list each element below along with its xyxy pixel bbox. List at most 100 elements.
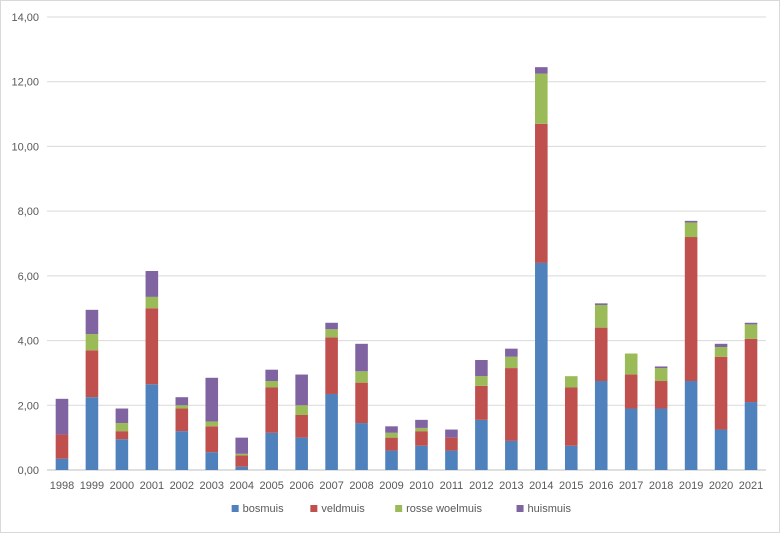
bar-bosmuis-2015 <box>564 445 578 470</box>
x-tick-label: 2005 <box>259 480 283 492</box>
legend-swatch-veldmuis <box>310 505 318 512</box>
bar-rosse-woelmuis-2018 <box>654 368 668 382</box>
bar-veldmuis-2006 <box>295 414 308 438</box>
bar-bosmuis-2006 <box>295 437 308 470</box>
x-tick-label: 2003 <box>200 480 224 492</box>
gridlines <box>47 16 766 471</box>
bar-rosse-woelmuis-2020 <box>714 347 728 357</box>
bar-veldmuis-2010 <box>415 431 428 446</box>
bar-rosse-woelmuis-2010 <box>415 427 428 432</box>
y-tick-label: 6,00 <box>18 271 39 283</box>
bar-huismuis-2021 <box>744 322 758 325</box>
bar-bosmuis-2008 <box>355 423 368 470</box>
bar-bosmuis-2009 <box>385 450 398 470</box>
y-axis-tick-labels: 0,00 2,00 4,00 6,00 8,00 10,00 12,00 14,00 <box>11 12 39 477</box>
bar-rosse-woelmuis-2014 <box>535 73 548 124</box>
legend-label: huismuis <box>528 503 572 515</box>
bar-veldmuis-2005 <box>265 387 278 433</box>
x-tick-label: 2017 <box>619 480 643 492</box>
bar-rosse-woelmuis-2002 <box>175 405 189 409</box>
y-tick-label: 4,00 <box>18 336 39 348</box>
bar-veldmuis-2018 <box>654 381 668 409</box>
bar-bosmuis-2011 <box>445 450 458 470</box>
bars <box>55 67 758 470</box>
bar-bosmuis-2005 <box>265 432 278 470</box>
legend-label: veldmuis <box>321 503 365 515</box>
bar-bosmuis-1999 <box>85 397 99 470</box>
bar-huismuis-2005 <box>265 369 278 382</box>
bar-huismuis-2006 <box>295 374 308 406</box>
x-tick-label: 2014 <box>529 480 553 492</box>
bar-bosmuis-2003 <box>205 452 219 470</box>
x-tick-label: 2015 <box>559 480 583 492</box>
legend-swatch-huismuis <box>516 505 524 512</box>
bar-rosse-woelmuis-2017 <box>624 353 638 375</box>
x-tick-label: 2000 <box>110 480 134 492</box>
bar-rosse-woelmuis-2007 <box>325 329 338 338</box>
legend-label: bosmuis <box>243 503 284 515</box>
bar-veldmuis-2013 <box>505 368 518 441</box>
bar-huismuis-2013 <box>505 348 518 357</box>
x-tick-label: 2007 <box>319 480 343 492</box>
bar-rosse-woelmuis-2005 <box>265 381 278 388</box>
bar-huismuis-2000 <box>115 408 129 424</box>
bar-huismuis-2019 <box>684 220 698 223</box>
bar-huismuis-2003 <box>205 377 219 422</box>
bar-huismuis-2009 <box>385 426 398 433</box>
bar-huismuis-2008 <box>355 343 368 372</box>
bar-veldmuis-2001 <box>145 308 159 385</box>
bar-huismuis-2001 <box>145 271 159 297</box>
bar-rosse-woelmuis-2013 <box>505 356 518 369</box>
y-tick-label: 12,00 <box>11 77 39 89</box>
bar-rosse-woelmuis-2009 <box>385 432 398 438</box>
y-tick-label: 0,00 <box>18 465 39 477</box>
bar-huismuis-1999 <box>85 309 99 335</box>
bar-huismuis-2018 <box>654 366 668 369</box>
bar-bosmuis-2021 <box>744 402 758 470</box>
bar-bosmuis-2014 <box>535 262 548 470</box>
x-tick-label: 2001 <box>140 480 164 492</box>
bar-rosse-woelmuis-2019 <box>684 222 698 238</box>
bar-rosse-woelmuis-2012 <box>475 376 488 386</box>
bar-bosmuis-2013 <box>505 440 518 470</box>
bar-rosse-woelmuis-1999 <box>85 334 99 351</box>
bar-huismuis-2007 <box>325 322 338 330</box>
y-tick-label: 8,00 <box>18 206 39 218</box>
bar-bosmuis-2018 <box>654 408 668 470</box>
bar-bosmuis-2012 <box>475 419 488 470</box>
bar-huismuis-2020 <box>714 343 728 348</box>
legend-swatch-bosmuis <box>231 505 239 512</box>
bar-veldmuis-2015 <box>564 387 578 446</box>
x-tick-label: 2008 <box>349 480 373 492</box>
bar-rosse-woelmuis-2015 <box>564 376 578 388</box>
bar-veldmuis-2002 <box>175 408 189 432</box>
bar-bosmuis-2016 <box>594 381 608 470</box>
x-tick-label: 2020 <box>709 480 733 492</box>
bar-veldmuis-2008 <box>355 382 368 424</box>
x-tick-label: 2012 <box>469 480 493 492</box>
x-tick-label: 2019 <box>679 480 703 492</box>
bar-huismuis-2012 <box>475 359 488 377</box>
bar-veldmuis-2003 <box>205 426 219 453</box>
bar-rosse-woelmuis-2021 <box>744 324 758 339</box>
bar-bosmuis-2002 <box>175 431 189 470</box>
x-tick-label: 2013 <box>499 480 523 492</box>
y-tick-label: 2,00 <box>18 400 39 412</box>
bar-bosmuis-2000 <box>115 439 129 470</box>
bar-rosse-woelmuis-2006 <box>295 405 308 415</box>
bar-veldmuis-2004 <box>235 455 249 467</box>
x-tick-label: 2002 <box>170 480 194 492</box>
bar-veldmuis-1998 <box>55 434 69 459</box>
bar-rosse-woelmuis-2000 <box>115 423 129 432</box>
x-tick-label: 2004 <box>229 480 253 492</box>
bar-veldmuis-2000 <box>115 431 129 440</box>
bar-veldmuis-2012 <box>475 385 488 420</box>
x-tick-label: 1999 <box>80 480 104 492</box>
bar-huismuis-2004 <box>235 437 249 454</box>
bar-rosse-woelmuis-2003 <box>205 421 219 427</box>
x-tick-label: 2018 <box>649 480 673 492</box>
legend-swatch-rosse-woelmuis <box>395 505 403 512</box>
bar-bosmuis-2001 <box>145 384 159 470</box>
